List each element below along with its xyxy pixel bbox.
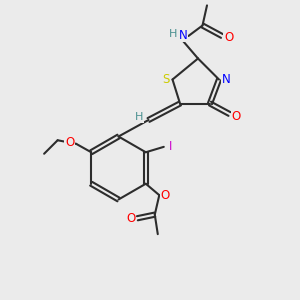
Text: I: I	[169, 140, 172, 153]
Text: O: O	[65, 136, 74, 149]
Text: H: H	[169, 29, 178, 39]
Text: O: O	[224, 31, 233, 44]
Text: N: N	[222, 73, 231, 86]
Text: O: O	[161, 189, 170, 202]
Text: S: S	[162, 73, 169, 86]
Text: O: O	[126, 212, 135, 225]
Text: O: O	[232, 110, 241, 123]
Text: H: H	[135, 112, 143, 122]
Text: N: N	[178, 28, 188, 42]
